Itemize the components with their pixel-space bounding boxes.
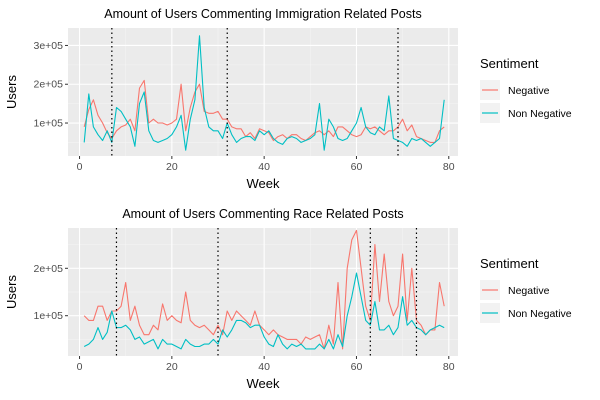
- x-tick-label: 40: [258, 361, 270, 373]
- legend-item: Non Negative: [480, 303, 572, 323]
- immigration-panel: Amount of Users Commenting Immigration R…: [4, 7, 572, 191]
- y-tick-label: 2e+05: [34, 79, 64, 91]
- legend-item: Negative: [480, 80, 550, 100]
- legend-item: Negative: [480, 280, 550, 300]
- y-tick-label: 3e+05: [34, 40, 64, 52]
- legend-title: Sentiment: [480, 256, 539, 271]
- y-axis-label: Users: [4, 275, 19, 309]
- x-tick-label: 40: [258, 161, 270, 173]
- x-tick-label: 80: [443, 361, 455, 373]
- y-tick-label: 2e+05: [34, 263, 64, 275]
- legend-label: Non Negative: [508, 308, 572, 320]
- series-line-non-negative: [83, 35, 445, 151]
- race-panel: Amount of Users Commenting Race Related …: [4, 207, 572, 391]
- y-axis-label: Users: [4, 75, 19, 109]
- x-tick-label: 60: [351, 361, 363, 373]
- x-tick-label: 60: [351, 161, 363, 173]
- y-tick-label: 1e+05: [34, 310, 64, 322]
- legend-label: Negative: [508, 85, 550, 97]
- x-axis-label: Week: [247, 376, 280, 391]
- legend-label: Negative: [508, 285, 550, 297]
- x-tick-label: 20: [166, 361, 178, 373]
- y-tick-label: 1e+05: [34, 118, 64, 130]
- series-line-non-negative: [83, 272, 445, 350]
- series-line-negative: [83, 229, 445, 350]
- x-axis-label: Week: [247, 176, 280, 191]
- x-tick-label: 80: [443, 161, 455, 173]
- chart-title: Amount of Users Commenting Race Related …: [122, 207, 403, 221]
- legend-item: Non Negative: [480, 103, 572, 123]
- series-line-negative: [83, 79, 445, 143]
- x-tick-label: 20: [166, 161, 178, 173]
- x-tick-label: 0: [77, 161, 83, 173]
- chart-title: Amount of Users Commenting Immigration R…: [104, 7, 422, 21]
- legend-label: Non Negative: [508, 108, 572, 120]
- plot-panel: [68, 28, 458, 156]
- x-tick-label: 0: [77, 361, 83, 373]
- legend-title: Sentiment: [480, 56, 539, 71]
